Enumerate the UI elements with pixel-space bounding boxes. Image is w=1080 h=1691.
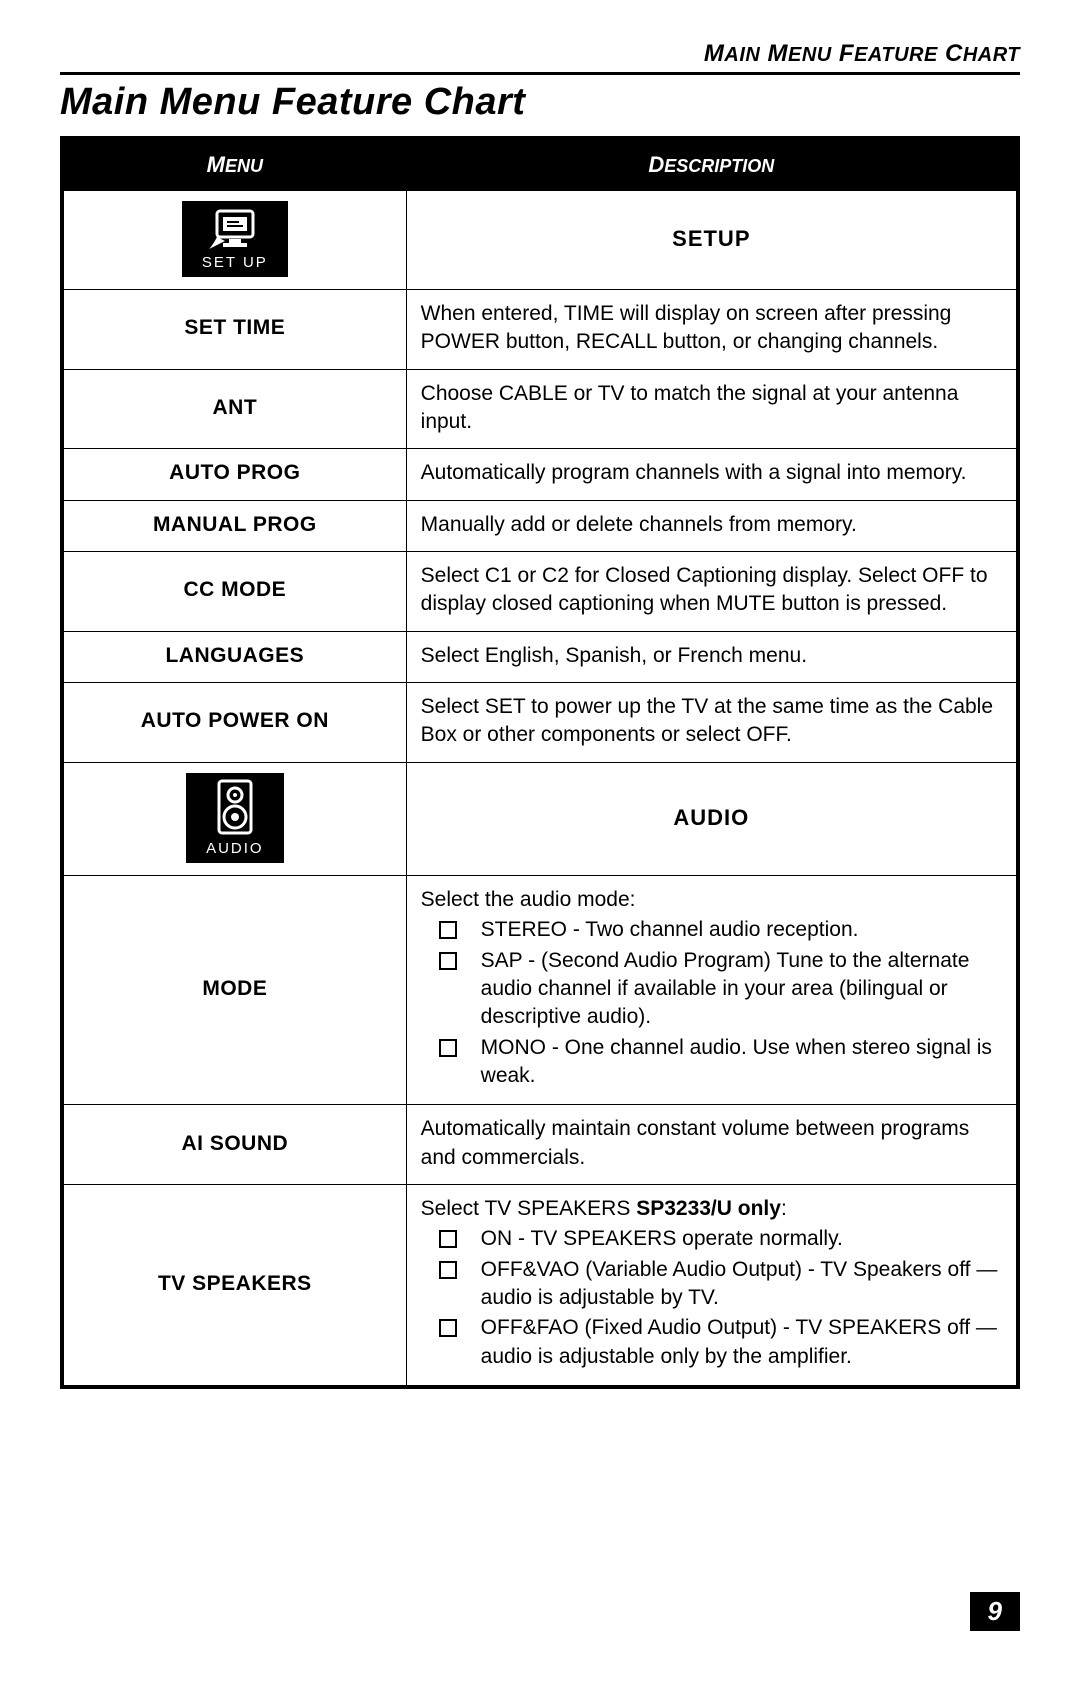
audio-icon-cell: AUDIO <box>62 762 406 875</box>
setup-icon: SET UP <box>182 201 288 277</box>
audio-icon: AUDIO <box>186 773 284 863</box>
menu-label: AI SOUND <box>62 1105 406 1185</box>
list-item: SAP - (Second Audio Program) Tune to the… <box>431 947 1002 1032</box>
table-row: AUTO PROG Automatically program channels… <box>62 449 1018 500</box>
col-header-menu: MENU <box>62 138 406 190</box>
table-row: AUTO POWER ON Select SET to power up the… <box>62 683 1018 763</box>
table-header-row: MENU DESCRIPTION <box>62 138 1018 190</box>
menu-label: LANGUAGES <box>62 631 406 682</box>
table-row: SET TIME When entered, TIME will display… <box>62 289 1018 369</box>
intro-pre: Select TV SPEAKERS <box>421 1197 637 1220</box>
audio-section-row: AUDIO AUDIO <box>62 762 1018 875</box>
setup-section-title: SETUP <box>406 190 1018 289</box>
table-row: CC MODE Select C1 or C2 for Closed Capti… <box>62 552 1018 632</box>
tv-icon <box>207 207 263 251</box>
page-number: 9 <box>970 1592 1020 1631</box>
menu-desc: Select TV SPEAKERS SP3233/U only: ON - T… <box>406 1185 1018 1388</box>
table-row: MANUAL PROG Manually add or delete chann… <box>62 500 1018 551</box>
feature-chart-table: MENU DESCRIPTION SET UP SETUP SET TIME W <box>60 136 1020 1389</box>
tvspeakers-intro: Select TV SPEAKERS SP3233/U only: <box>421 1195 1002 1223</box>
setup-section-row: SET UP SETUP <box>62 190 1018 289</box>
menu-label: ANT <box>62 369 406 449</box>
col-header-description: DESCRIPTION <box>406 138 1018 190</box>
list-item: ON - TV SPEAKERS operate normally. <box>431 1225 1002 1253</box>
menu-label: SET TIME <box>62 289 406 369</box>
table-row: AI SOUND Automatically maintain constant… <box>62 1105 1018 1185</box>
speaker-icon <box>213 779 257 837</box>
mode-list: STEREO - Two channel audio reception. SA… <box>421 916 1002 1090</box>
menu-desc: Choose CABLE or TV to match the signal a… <box>406 369 1018 449</box>
menu-desc: When entered, TIME will display on scree… <box>406 289 1018 369</box>
list-item: OFF&FAO (Fixed Audio Output) - TV SPEAKE… <box>431 1314 1002 1371</box>
menu-desc: Automatically program channels with a si… <box>406 449 1018 500</box>
menu-desc: Select the audio mode: STEREO - Two chan… <box>406 875 1018 1104</box>
menu-label: MANUAL PROG <box>62 500 406 551</box>
list-item: MONO - One channel audio. Use when stere… <box>431 1034 1002 1091</box>
page-title: Main Menu Feature Chart <box>60 81 1020 124</box>
setup-icon-label: SET UP <box>202 253 268 273</box>
intro-post: : <box>781 1197 787 1220</box>
menu-desc: Select C1 or C2 for Closed Captioning di… <box>406 552 1018 632</box>
tvspeakers-list: ON - TV SPEAKERS operate normally. OFF&V… <box>421 1225 1002 1371</box>
menu-label: AUTO PROG <box>62 449 406 500</box>
mode-intro: Select the audio mode: <box>421 886 1002 914</box>
list-item: STEREO - Two channel audio reception. <box>431 916 1002 944</box>
menu-label: TV SPEAKERS <box>62 1185 406 1388</box>
list-item: OFF&VAO (Variable Audio Output) - TV Spe… <box>431 1256 1002 1313</box>
menu-desc: Automatically maintain constant volume b… <box>406 1105 1018 1185</box>
table-row: ANT Choose CABLE or TV to match the sign… <box>62 369 1018 449</box>
menu-desc: Select SET to power up the TV at the sam… <box>406 683 1018 763</box>
audio-icon-label: AUDIO <box>206 839 264 859</box>
menu-desc: Manually add or delete channels from mem… <box>406 500 1018 551</box>
table-row: MODE Select the audio mode: STEREO - Two… <box>62 875 1018 1104</box>
menu-label: AUTO POWER ON <box>62 683 406 763</box>
setup-icon-cell: SET UP <box>62 190 406 289</box>
menu-label: MODE <box>62 875 406 1104</box>
running-header: MAIN MENU FEATURE CHART <box>60 40 1020 75</box>
table-row: LANGUAGES Select English, Spanish, or Fr… <box>62 631 1018 682</box>
menu-label: CC MODE <box>62 552 406 632</box>
intro-bold: SP3233/U only <box>636 1197 781 1220</box>
audio-section-title: AUDIO <box>406 762 1018 875</box>
table-row: TV SPEAKERS Select TV SPEAKERS SP3233/U … <box>62 1185 1018 1388</box>
menu-desc: Select English, Spanish, or French menu. <box>406 631 1018 682</box>
